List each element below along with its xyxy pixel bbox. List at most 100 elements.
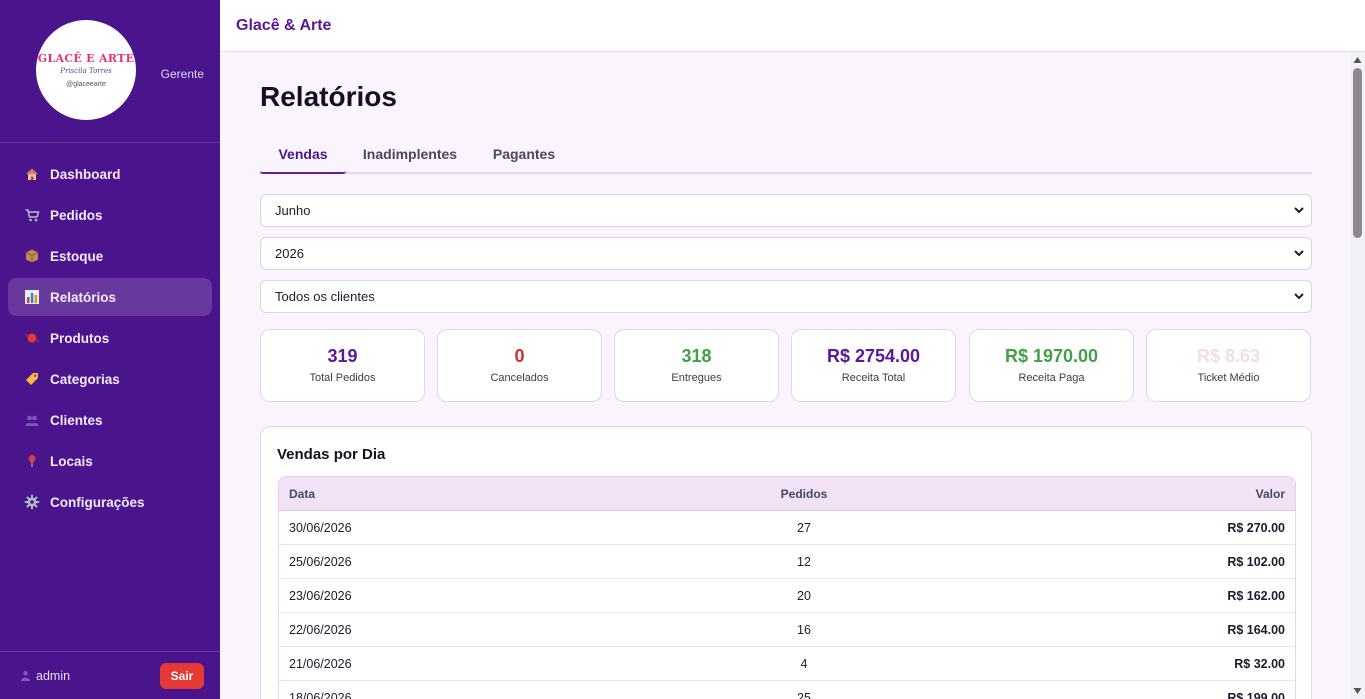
cell-date: 18/06/2026 [289, 690, 352, 699]
pin-icon [23, 452, 41, 470]
user-icon [20, 670, 31, 681]
topbar: Glacê & Arte [220, 0, 1365, 52]
table-row: 21/06/2026 4 R$ 32.00 [279, 647, 1295, 681]
chevron-down-icon [1294, 207, 1304, 214]
stat-label: Receita Total [841, 372, 906, 384]
tab-pagantes[interactable]: Pagantes [492, 146, 556, 162]
cell-date: 25/06/2026 [289, 554, 352, 569]
logo-subtitle: Priscila Torres [60, 67, 112, 75]
cell-value: R$ 199.00 [1227, 690, 1285, 699]
stat-value: R$ 8.63 [1196, 346, 1261, 366]
table-row: 22/06/2026 16 R$ 164.00 [279, 613, 1295, 647]
sidebar-item-label: Configurações [50, 494, 145, 510]
sidebar-item-label: Dashboard [50, 166, 121, 182]
logo-title: GLACÊ E ARTE [37, 52, 135, 65]
cell-orders: 4 [800, 656, 808, 671]
sidebar-item-label: Pedidos [50, 207, 103, 223]
cell-date: 30/06/2026 [289, 520, 352, 535]
cell-orders: 12 [797, 554, 811, 569]
sidebar-item-dashboard[interactable]: Dashboard [8, 155, 212, 193]
stat-label: Ticket Médio [1197, 372, 1260, 384]
sidebar-item-label: Locais [50, 453, 93, 469]
sidebar: GLACÊ E ARTE Priscila Torres @glaceearte… [0, 0, 220, 699]
stat-value: R$ 2754.00 [826, 346, 921, 366]
column-header-pedidos: Pedidos [780, 486, 828, 501]
tag-icon [23, 370, 41, 388]
column-header-valor: Valor [1255, 486, 1285, 501]
sidebar-item-label: Estoque [50, 248, 104, 264]
stat-card-cancelados: 0 Cancelados [437, 329, 602, 402]
sidebar-nav: Dashboard Pedidos Estoque Relatórios Pro… [8, 155, 212, 524]
sidebar-item-configuracoes[interactable]: Configurações [8, 483, 212, 521]
user-role: Gerente [160, 67, 204, 81]
sidebar-item-locais[interactable]: Locais [8, 442, 212, 480]
cell-date: 21/06/2026 [289, 656, 352, 671]
chevron-down-icon [1294, 250, 1304, 257]
current-user: admin [20, 669, 70, 683]
table-row: 25/06/2026 12 R$ 102.00 [279, 545, 1295, 579]
sidebar-item-categorias[interactable]: Categorias [8, 360, 212, 398]
stat-card-ticket-medio: R$ 8.63 Ticket Médio [1146, 329, 1311, 402]
table-header: Data Pedidos Valor [279, 477, 1295, 511]
sidebar-item-estoque[interactable]: Estoque [8, 237, 212, 275]
logout-button[interactable]: Sair [160, 662, 204, 689]
cell-value: R$ 164.00 [1227, 622, 1285, 637]
cell-orders: 25 [797, 690, 811, 699]
scroll-up-arrow-icon[interactable] [1353, 56, 1362, 64]
tab-vendas[interactable]: Vendas [260, 140, 346, 174]
username: admin [36, 668, 71, 683]
app-title: Glacê & Arte [236, 17, 332, 34]
sidebar-brand: GLACÊ E ARTE Priscila Torres @glaceearte… [0, 0, 220, 143]
client-select-value: Todos os clientes [275, 289, 375, 304]
page-scrollbar[interactable] [1350, 52, 1365, 699]
logo-handle: @glaceearte [66, 81, 106, 88]
sidebar-item-label: Relatórios [50, 289, 117, 305]
card-title: Vendas por Dia [277, 446, 386, 463]
cell-date: 23/06/2026 [289, 588, 352, 603]
tab-inadimplentes[interactable]: Inadimplentes [362, 146, 458, 162]
stat-label: Cancelados [490, 372, 549, 384]
stat-value: R$ 1970.00 [1004, 346, 1099, 366]
table-row: 30/06/2026 27 R$ 270.00 [279, 511, 1295, 545]
cell-value: R$ 270.00 [1227, 520, 1285, 535]
bar-chart-icon [23, 288, 41, 306]
sidebar-item-produtos[interactable]: Produtos [8, 319, 212, 357]
sidebar-item-pedidos[interactable]: Pedidos [8, 196, 212, 234]
package-icon [23, 247, 41, 265]
month-select[interactable]: Junho [260, 194, 1312, 227]
cell-orders: 20 [797, 588, 811, 603]
cell-orders: 16 [797, 622, 811, 637]
logo: GLACÊ E ARTE Priscila Torres @glaceearte [36, 20, 136, 120]
client-select[interactable]: Todos os clientes [260, 280, 1312, 313]
stat-card-receita-total: R$ 2754.00 Receita Total [791, 329, 956, 402]
stat-card-total-pedidos: 319 Total Pedidos [260, 329, 425, 402]
cell-value: R$ 32.00 [1234, 656, 1285, 671]
sidebar-item-label: Categorias [50, 371, 120, 387]
page-title: Relatórios [260, 81, 397, 112]
report-tabs: Vendas Inadimplentes Pagantes [260, 140, 1312, 174]
stat-card-receita-paga: R$ 1970.00 Receita Paga [969, 329, 1134, 402]
cell-value: R$ 102.00 [1227, 554, 1285, 569]
column-header-data: Data [289, 486, 316, 501]
stat-value: 319 [327, 346, 358, 366]
year-select[interactable]: 2026 [260, 237, 1312, 270]
scrollbar-thumb[interactable] [1353, 68, 1362, 238]
cart-icon [23, 206, 41, 224]
stat-label: Entregues [671, 372, 722, 384]
table-row: 23/06/2026 20 R$ 162.00 [279, 579, 1295, 613]
gear-icon [23, 493, 41, 511]
cell-value: R$ 162.00 [1227, 588, 1285, 603]
stat-label: Total Pedidos [309, 372, 376, 384]
sidebar-item-label: Produtos [50, 330, 110, 346]
chevron-down-icon [1294, 293, 1304, 300]
users-icon [23, 411, 41, 429]
sales-by-day-card: Vendas por Dia Data Pedidos Valor 30/06/… [260, 426, 1312, 699]
scroll-down-arrow-icon[interactable] [1353, 687, 1362, 695]
year-select-value: 2026 [275, 246, 304, 261]
house-icon [23, 165, 41, 183]
sidebar-item-relatorios[interactable]: Relatórios [8, 278, 212, 316]
sidebar-item-label: Clientes [50, 412, 103, 428]
cell-orders: 27 [797, 520, 811, 535]
sidebar-item-clientes[interactable]: Clientes [8, 401, 212, 439]
stat-value: 318 [681, 346, 712, 366]
